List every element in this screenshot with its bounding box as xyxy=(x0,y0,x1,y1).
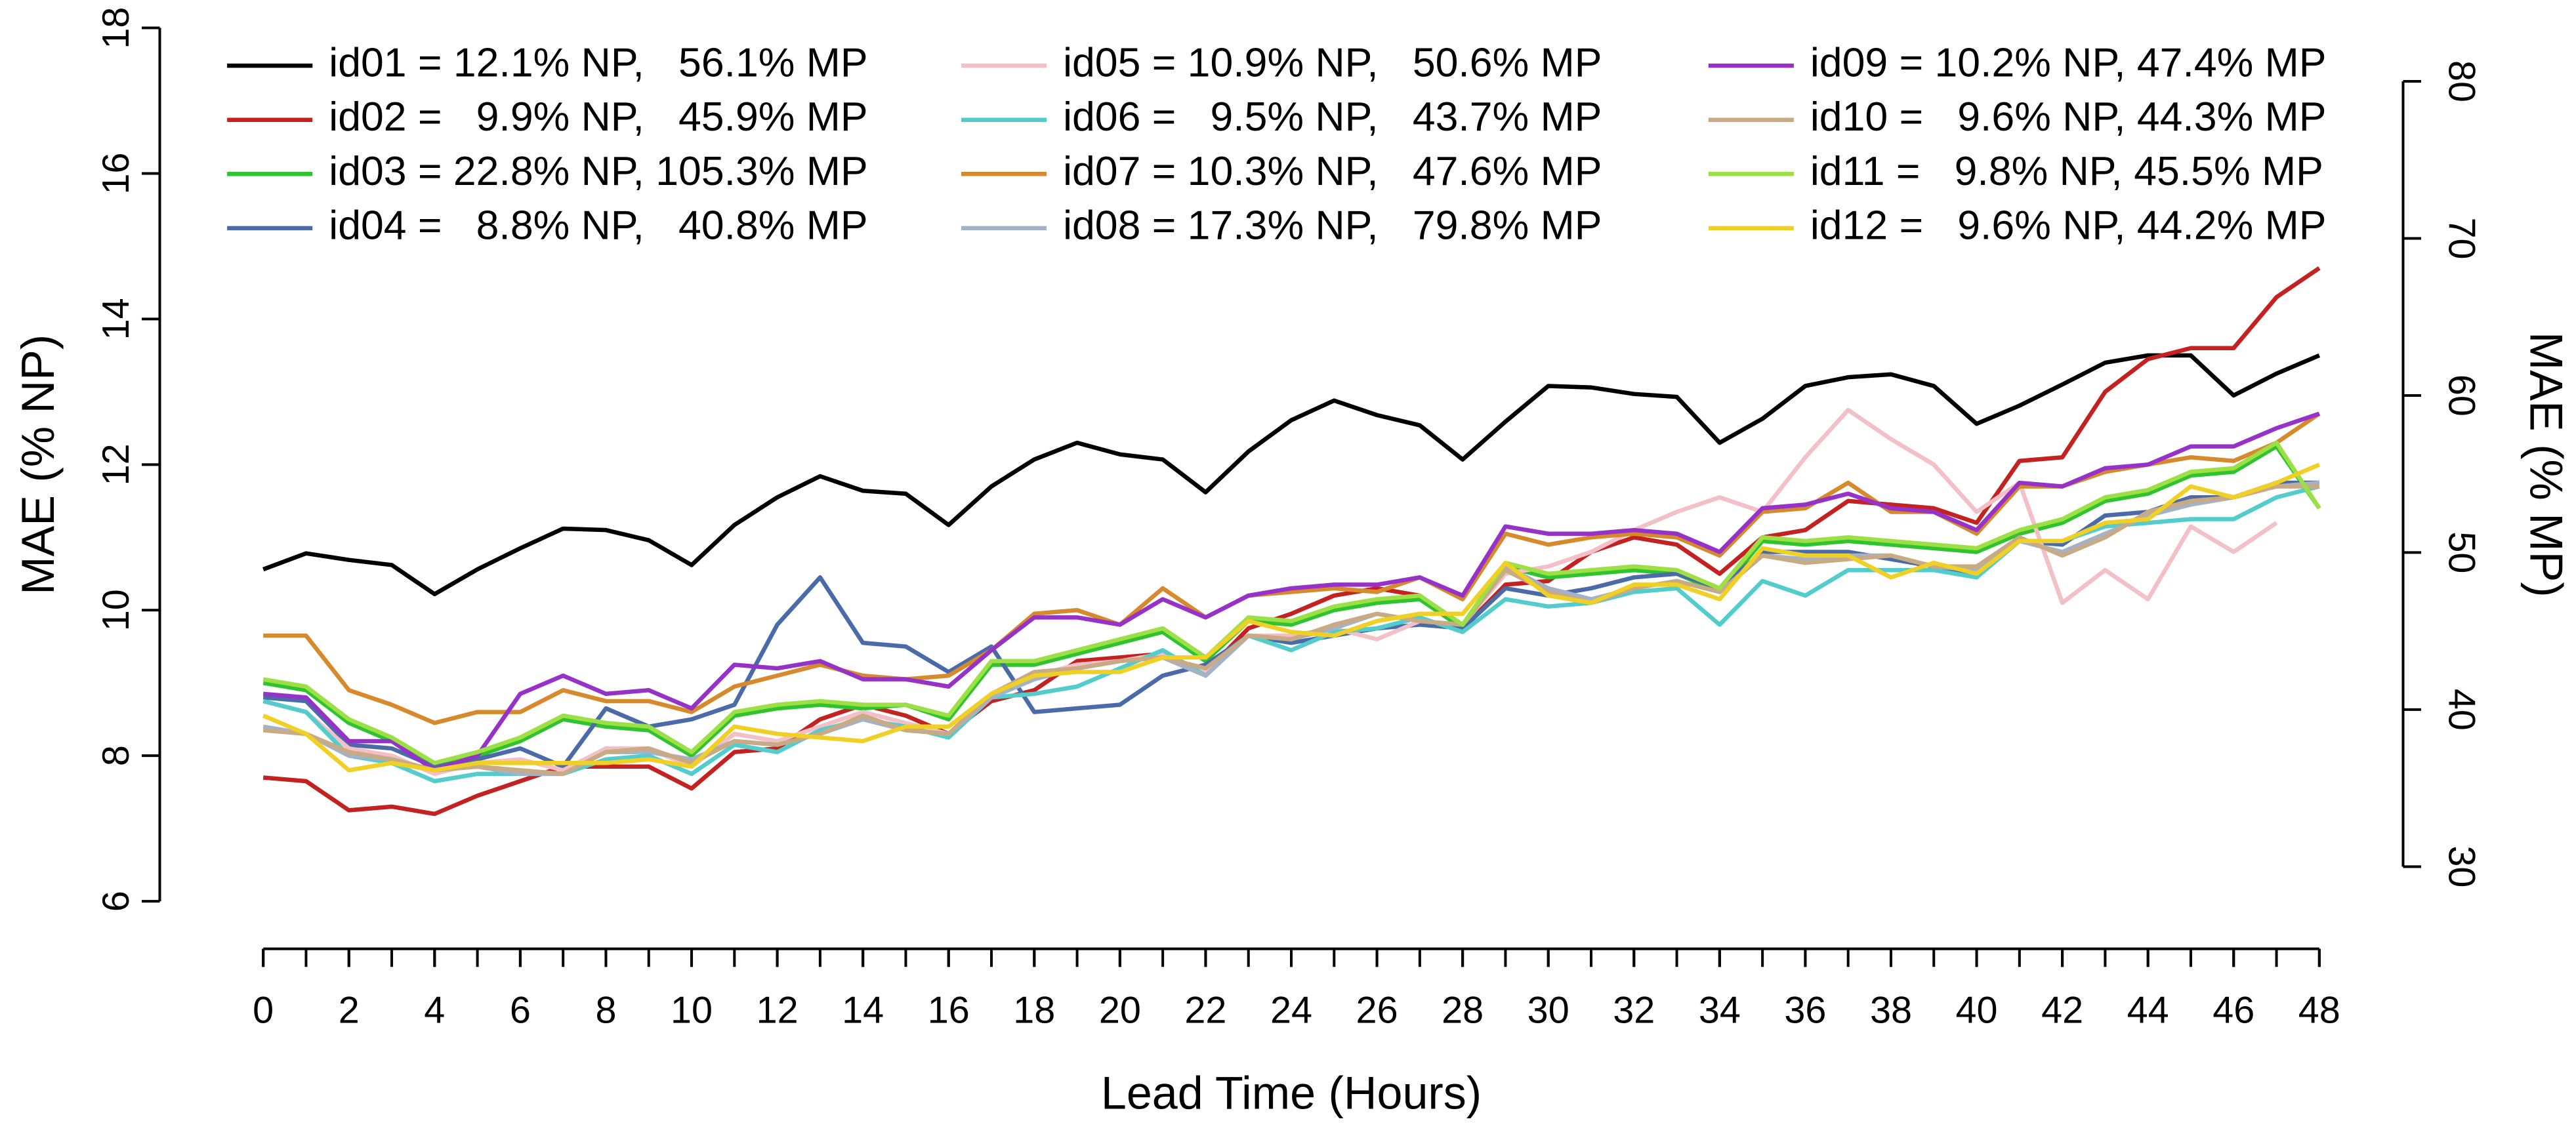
legend-label: id11 = 9.8% NP, 45.5% MP xyxy=(1810,148,2323,194)
x-tick-label: 48 xyxy=(2298,989,2340,1031)
x-tick-label: 26 xyxy=(1356,989,1398,1031)
series-line xyxy=(262,353,2321,597)
y2-tick-label: 50 xyxy=(2440,531,2482,573)
y-tick-label: 12 xyxy=(95,443,137,485)
y-tick-label: 6 xyxy=(95,891,137,912)
x-tick-label: 30 xyxy=(1527,989,1569,1031)
x-tick-label: 46 xyxy=(2212,989,2254,1031)
legend-label: id04 = 8.8% NP, 40.8% MP xyxy=(329,202,867,248)
legend-label: id01 = 12.1% NP, 56.1% MP xyxy=(329,40,867,86)
legend-label: id12 = 9.6% NP, 44.2% MP xyxy=(1810,202,2327,248)
x-tick-label: 4 xyxy=(424,989,445,1031)
series-line xyxy=(262,480,2320,777)
y2-tick-label: 40 xyxy=(2440,689,2482,731)
x-tick-label: 6 xyxy=(510,989,531,1031)
legend-label: id06 = 9.5% NP, 43.7% MP xyxy=(1063,94,1602,140)
legend-label: id07 = 10.3% NP, 47.6% MP xyxy=(1063,148,1602,194)
series-line xyxy=(262,440,2321,765)
x-tick-label: 28 xyxy=(1442,989,1484,1031)
series-line xyxy=(262,484,2320,784)
legend-label: id05 = 10.9% NP, 50.6% MP xyxy=(1063,40,1602,86)
x-tick-label: 18 xyxy=(1013,989,1055,1031)
legend-label: id02 = 9.9% NP, 45.9% MP xyxy=(329,94,867,140)
x-tick-label: 34 xyxy=(1699,989,1741,1031)
legend-label: id08 = 17.3% NP, 79.8% MP xyxy=(1063,202,1602,248)
series-line xyxy=(263,411,2321,725)
y2-tick-label: 70 xyxy=(2440,217,2482,259)
legend-label: id09 = 10.2% NP, 47.4% MP xyxy=(1810,40,2327,86)
series-line xyxy=(262,462,2321,773)
series-line xyxy=(262,266,2321,817)
y-tick-label: 16 xyxy=(95,152,137,194)
x-tick-label: 38 xyxy=(1870,989,1912,1031)
y2-tick-label: 80 xyxy=(2440,60,2482,102)
series-line xyxy=(262,444,2321,769)
y2-axis-title: MAE (% MP) xyxy=(2521,332,2572,598)
x-tick-label: 12 xyxy=(757,989,799,1031)
x-tick-label: 8 xyxy=(595,989,616,1031)
x-tick-label: 14 xyxy=(842,989,884,1031)
x-tick-label: 42 xyxy=(2041,989,2083,1031)
x-tick-label: 2 xyxy=(339,989,360,1031)
y-tick-label: 8 xyxy=(95,745,137,766)
series-line xyxy=(262,411,2320,773)
y2-tick-label: 30 xyxy=(2440,845,2482,887)
x-tick-label: 24 xyxy=(1270,989,1312,1031)
x-tick-label: 44 xyxy=(2127,989,2169,1031)
x-tick-label: 32 xyxy=(1613,989,1655,1031)
x-tick-label: 16 xyxy=(928,989,970,1031)
x-tick-label: 10 xyxy=(671,989,713,1031)
y-tick-label: 14 xyxy=(95,298,137,340)
y2-tick-label: 60 xyxy=(2440,375,2482,416)
legend-label: id10 = 9.6% NP, 44.3% MP xyxy=(1810,94,2327,140)
x-axis-title: Lead Time (Hours) xyxy=(1101,1067,1482,1118)
x-tick-label: 36 xyxy=(1784,989,1826,1031)
x-tick-label: 0 xyxy=(253,989,274,1031)
y-tick-label: 10 xyxy=(95,589,137,631)
series-line xyxy=(262,484,2319,777)
legend-label: id03 = 22.8% NP, 105.3% MP xyxy=(329,148,867,194)
x-tick-label: 22 xyxy=(1184,989,1226,1031)
y-axis-title: MAE (% NP) xyxy=(12,335,64,595)
y-tick-label: 18 xyxy=(95,7,137,49)
x-tick-label: 40 xyxy=(1956,989,1998,1031)
x-tick-label: 20 xyxy=(1099,989,1141,1031)
